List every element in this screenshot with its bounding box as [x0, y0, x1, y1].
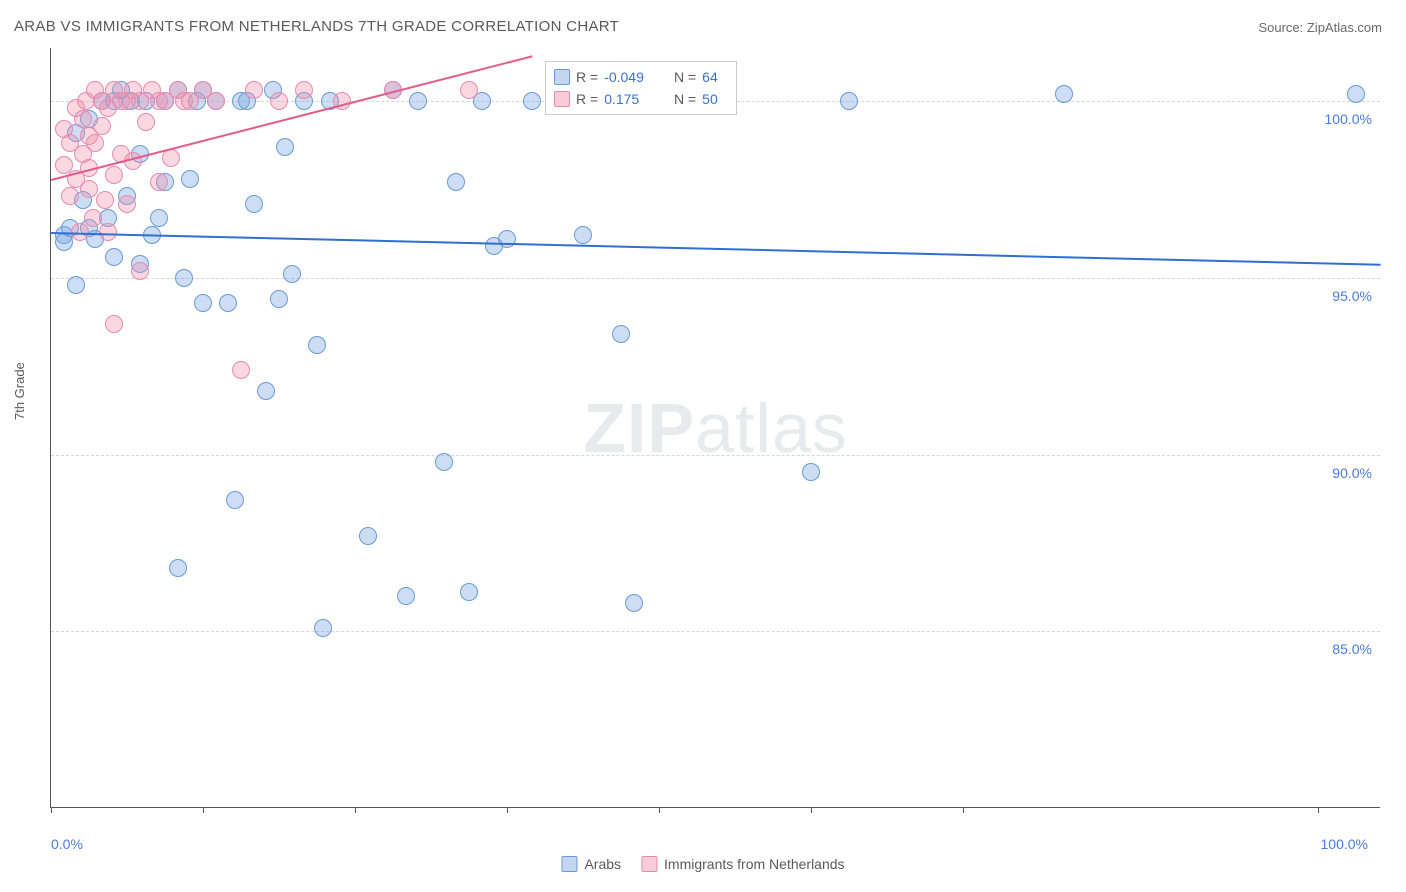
legend-swatch — [641, 856, 657, 872]
scatter-point — [523, 92, 541, 110]
scatter-point — [409, 92, 427, 110]
scatter-point — [612, 325, 630, 343]
scatter-point — [131, 262, 149, 280]
scatter-point — [150, 209, 168, 227]
scatter-point — [257, 382, 275, 400]
scatter-point — [359, 527, 377, 545]
scatter-point — [435, 453, 453, 471]
x-tick — [811, 807, 812, 813]
scatter-point — [99, 223, 117, 241]
scatter-point — [194, 294, 212, 312]
source-label: Source: — [1258, 20, 1306, 35]
y-axis-label: 7th Grade — [12, 362, 27, 420]
chart-title: ARAB VS IMMIGRANTS FROM NETHERLANDS 7TH … — [14, 18, 619, 35]
scatter-point — [67, 276, 85, 294]
plot-area: ZIPatlas 85.0%90.0%95.0%100.0%0.0%100.0%… — [50, 48, 1380, 808]
scatter-point — [498, 230, 516, 248]
scatter-point — [245, 81, 263, 99]
x-tick — [355, 807, 356, 813]
scatter-point — [314, 619, 332, 637]
scatter-point — [93, 117, 111, 135]
x-tick-label: 0.0% — [51, 836, 83, 852]
scatter-point — [397, 587, 415, 605]
scatter-point — [219, 294, 237, 312]
grid-line — [51, 631, 1380, 632]
x-tick — [203, 807, 204, 813]
legend-label: Arabs — [584, 856, 621, 872]
scatter-point — [270, 290, 288, 308]
trend-line — [51, 55, 533, 181]
x-tick — [963, 807, 964, 813]
scatter-point — [270, 92, 288, 110]
scatter-point — [181, 170, 199, 188]
correlation-legend: R = -0.049 N = 64R = 0.175 N = 50 — [545, 61, 737, 115]
source-credit: Source: ZipAtlas.com — [1258, 20, 1382, 35]
scatter-point — [232, 361, 250, 379]
scatter-point — [802, 463, 820, 481]
bottom-legend-item: Immigrants from Netherlands — [641, 856, 845, 872]
scatter-point — [207, 92, 225, 110]
scatter-point — [625, 594, 643, 612]
x-tick — [659, 807, 660, 813]
scatter-point — [80, 180, 98, 198]
y-tick-label: 85.0% — [1332, 641, 1372, 657]
scatter-point — [308, 336, 326, 354]
x-tick — [51, 807, 52, 813]
watermark: ZIPatlas — [583, 388, 848, 468]
scatter-point — [226, 491, 244, 509]
scatter-point — [1055, 85, 1073, 103]
scatter-point — [105, 315, 123, 333]
scatter-point — [105, 248, 123, 266]
legend-row: R = 0.175 N = 50 — [554, 88, 726, 110]
scatter-point — [61, 187, 79, 205]
scatter-point — [150, 173, 168, 191]
y-tick-label: 100.0% — [1325, 111, 1372, 127]
x-tick-label: 100.0% — [1321, 836, 1368, 852]
scatter-point — [460, 81, 478, 99]
legend-row: R = -0.049 N = 64 — [554, 66, 726, 88]
scatter-point — [74, 110, 92, 128]
scatter-point — [295, 81, 313, 99]
legend-swatch — [554, 69, 570, 85]
scatter-point — [84, 209, 102, 227]
bottom-legend-item: Arabs — [561, 856, 621, 872]
scatter-point — [460, 583, 478, 601]
legend-swatch — [554, 91, 570, 107]
x-tick — [1318, 807, 1319, 813]
scatter-point — [175, 269, 193, 287]
scatter-point — [447, 173, 465, 191]
scatter-point — [574, 226, 592, 244]
legend-label: Immigrants from Netherlands — [664, 856, 845, 872]
grid-line — [51, 278, 1380, 279]
scatter-point — [96, 191, 114, 209]
bottom-legend: Arabs Immigrants from Netherlands — [561, 856, 844, 872]
y-tick-label: 95.0% — [1332, 288, 1372, 304]
grid-line — [51, 455, 1380, 456]
scatter-point — [86, 134, 104, 152]
trend-line — [51, 232, 1381, 266]
scatter-point — [169, 559, 187, 577]
scatter-point — [276, 138, 294, 156]
scatter-point — [283, 265, 301, 283]
legend-swatch — [561, 856, 577, 872]
source-name: ZipAtlas.com — [1307, 20, 1382, 35]
scatter-point — [105, 166, 123, 184]
scatter-point — [1347, 85, 1365, 103]
scatter-point — [137, 113, 155, 131]
x-tick — [507, 807, 508, 813]
scatter-point — [245, 195, 263, 213]
scatter-point — [840, 92, 858, 110]
y-tick-label: 90.0% — [1332, 465, 1372, 481]
scatter-point — [118, 195, 136, 213]
